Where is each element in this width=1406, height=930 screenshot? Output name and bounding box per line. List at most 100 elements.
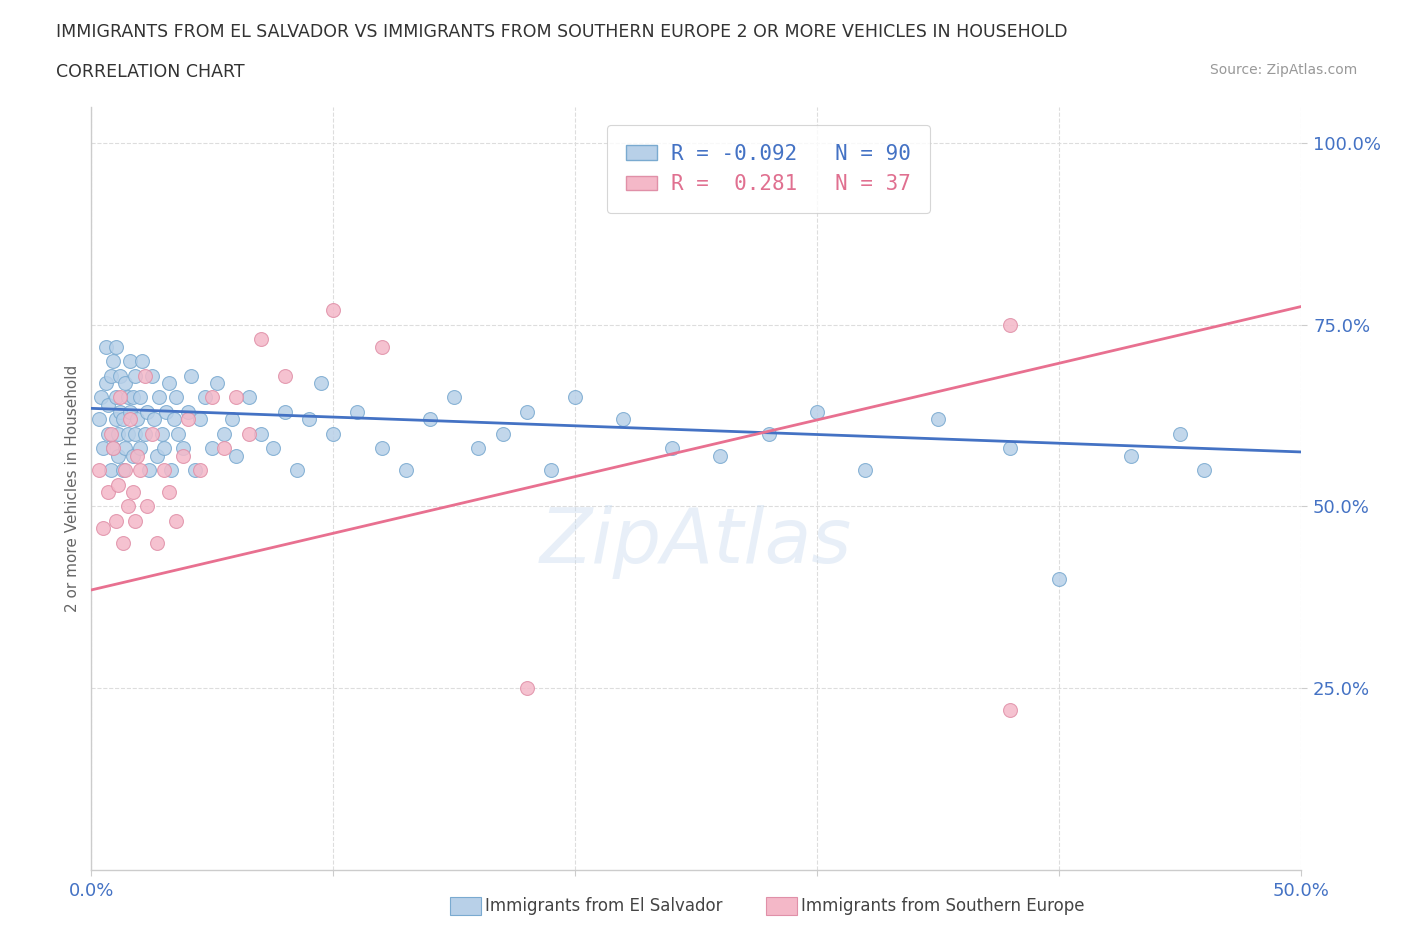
Point <box>238 390 260 405</box>
Point <box>143 412 166 427</box>
Point <box>467 441 489 456</box>
Point <box>153 462 176 477</box>
Point <box>853 462 876 477</box>
Text: Immigrants from El Salvador: Immigrants from El Salvador <box>485 897 723 915</box>
Point <box>806 405 828 419</box>
Point <box>104 412 127 427</box>
Point <box>155 405 177 419</box>
Point <box>709 448 731 463</box>
Point <box>114 376 136 391</box>
Point <box>285 462 308 477</box>
Point <box>117 499 139 514</box>
Point <box>120 353 142 368</box>
Point <box>136 405 159 419</box>
Legend: R = -0.092   N = 90, R =  0.281   N = 37: R = -0.092 N = 90, R = 0.281 N = 37 <box>607 125 931 213</box>
Point <box>298 412 321 427</box>
Point <box>114 462 136 477</box>
Point <box>262 441 284 456</box>
Point <box>177 412 200 427</box>
Text: Immigrants from Southern Europe: Immigrants from Southern Europe <box>801 897 1085 915</box>
Point <box>97 426 120 441</box>
Point <box>157 376 180 391</box>
Point <box>110 390 132 405</box>
Point <box>110 368 132 383</box>
Point <box>274 405 297 419</box>
Point <box>1121 448 1143 463</box>
Point <box>184 462 207 477</box>
Point <box>516 405 538 419</box>
Point <box>100 368 122 383</box>
Point <box>150 426 173 441</box>
Point <box>120 405 142 419</box>
Point <box>87 412 110 427</box>
Point <box>124 368 146 383</box>
Point <box>145 448 167 463</box>
Point <box>661 441 683 456</box>
Point <box>249 426 271 441</box>
Point <box>127 448 149 463</box>
Point <box>346 405 368 419</box>
Point <box>395 462 418 477</box>
Point <box>194 390 217 405</box>
Point <box>419 412 441 427</box>
Point <box>205 376 228 391</box>
Point <box>516 681 538 696</box>
Point <box>172 441 194 456</box>
Point <box>201 390 224 405</box>
Point <box>124 513 146 528</box>
Point <box>188 412 211 427</box>
Point <box>128 390 150 405</box>
Text: ZipAtlas: ZipAtlas <box>540 505 852 578</box>
Point <box>162 412 184 427</box>
Text: CORRELATION CHART: CORRELATION CHART <box>56 63 245 81</box>
Point <box>121 448 143 463</box>
Y-axis label: 2 or more Vehicles in Household: 2 or more Vehicles in Household <box>65 365 80 612</box>
Point <box>94 376 117 391</box>
Point <box>104 339 127 354</box>
Point <box>443 390 465 405</box>
Point <box>136 499 159 514</box>
Point <box>93 521 115 536</box>
Point <box>309 376 332 391</box>
Point <box>104 390 127 405</box>
Point <box>107 477 129 492</box>
Point <box>160 462 183 477</box>
Point <box>214 441 236 456</box>
Point <box>101 441 124 456</box>
Point <box>134 368 156 383</box>
Point <box>97 485 120 499</box>
Point <box>370 441 392 456</box>
Point <box>225 448 247 463</box>
Point <box>1000 441 1022 456</box>
Point <box>141 426 163 441</box>
Point <box>93 441 115 456</box>
Text: Source: ZipAtlas.com: Source: ZipAtlas.com <box>1209 63 1357 77</box>
Point <box>107 448 129 463</box>
Point <box>249 332 271 347</box>
Point <box>87 462 110 477</box>
Point <box>165 390 187 405</box>
Point <box>114 441 136 456</box>
Point <box>145 536 167 551</box>
Point <box>124 426 146 441</box>
Point <box>104 513 127 528</box>
Point <box>172 448 194 463</box>
Point <box>120 412 142 427</box>
Point <box>134 426 156 441</box>
Point <box>121 390 143 405</box>
Point <box>117 426 139 441</box>
Point <box>94 339 117 354</box>
Point <box>540 462 562 477</box>
Point <box>100 426 122 441</box>
Point <box>90 390 112 405</box>
Point <box>138 462 160 477</box>
Point <box>100 462 122 477</box>
Point <box>221 412 243 427</box>
Point <box>148 390 170 405</box>
Point <box>188 462 211 477</box>
Point <box>201 441 224 456</box>
Point <box>1000 317 1022 332</box>
Point <box>370 339 392 354</box>
Point <box>758 426 780 441</box>
Point <box>322 303 344 318</box>
